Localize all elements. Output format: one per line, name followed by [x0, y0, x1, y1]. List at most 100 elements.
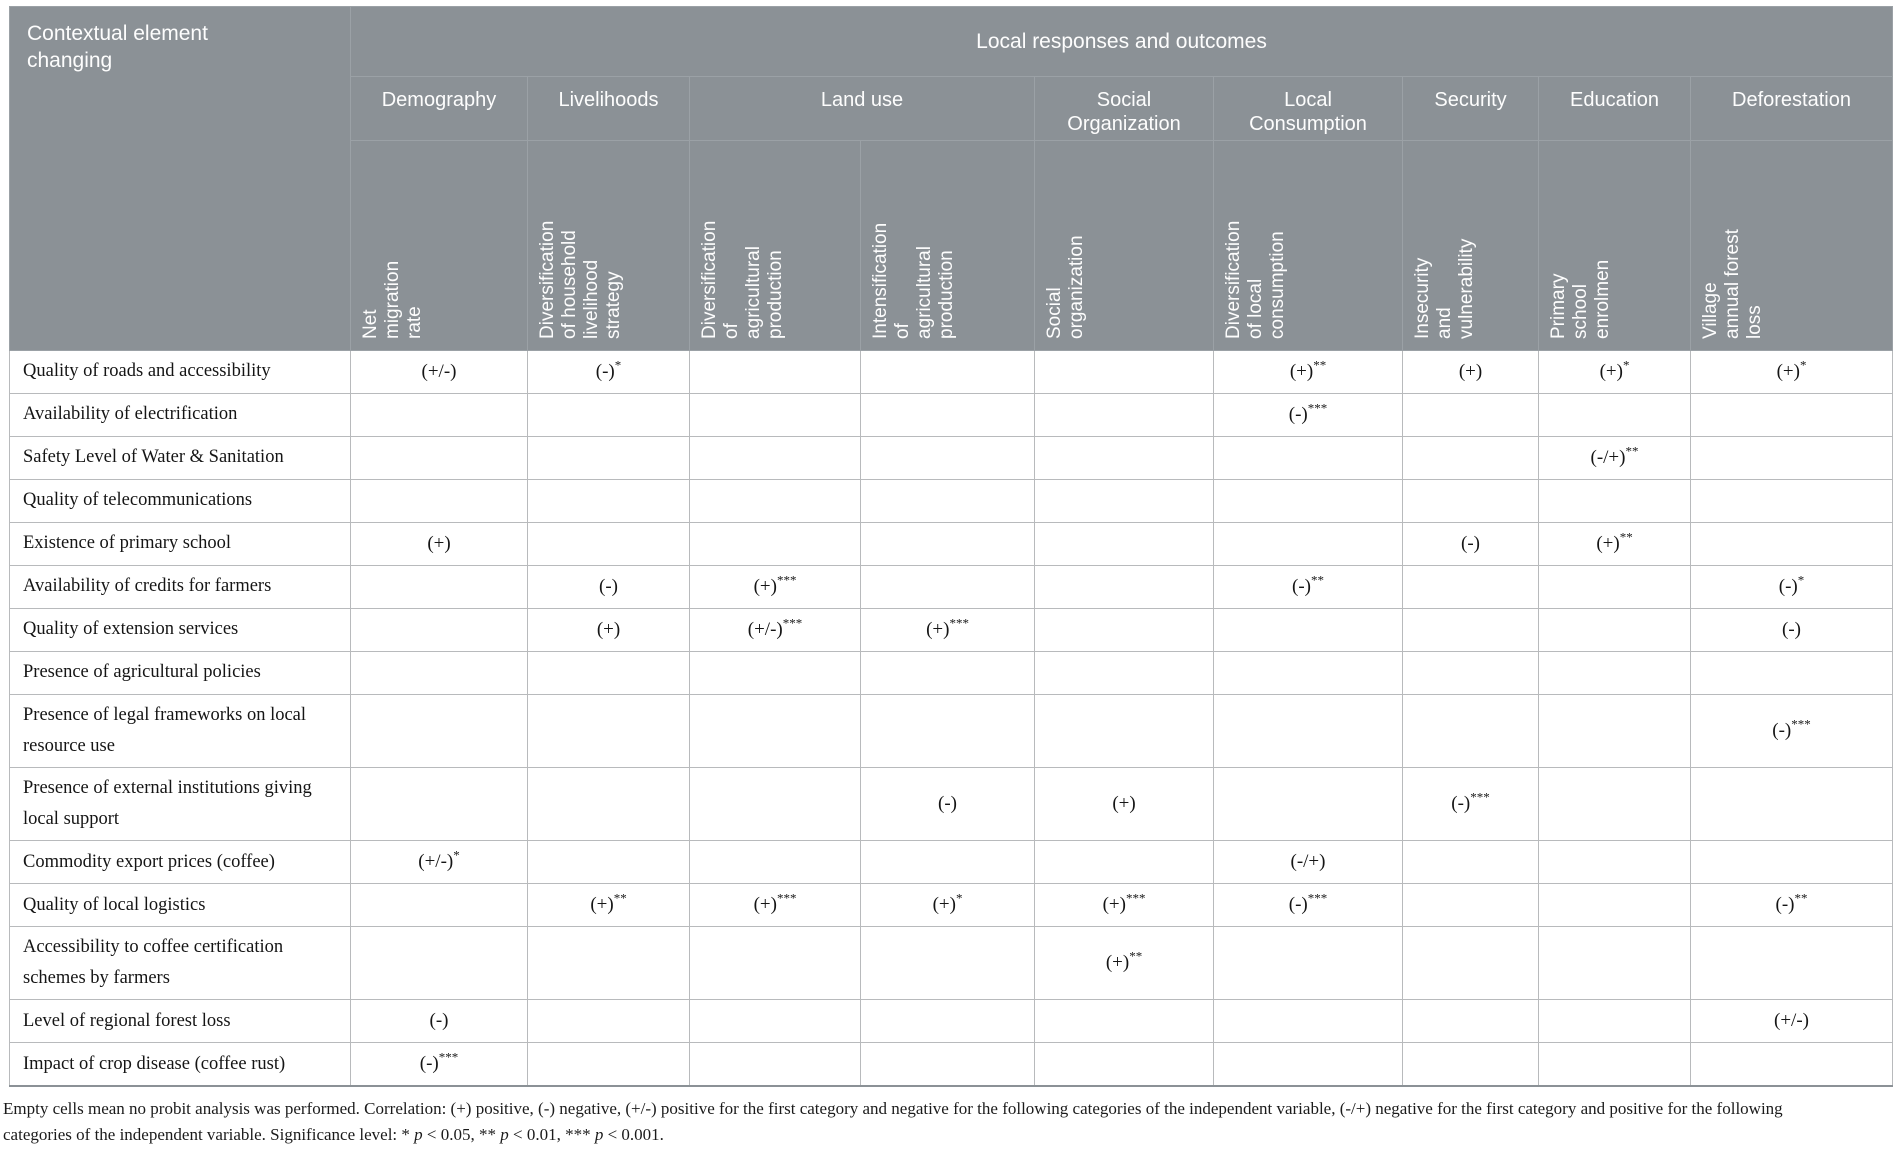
cell-value: (-)***: [1213, 393, 1403, 437]
column-header-label: Diversification of agricultural producti…: [699, 220, 787, 339]
column-header-label: Primary school enrolmen: [1548, 259, 1614, 339]
significance-asterisks: ***: [776, 572, 797, 588]
cell-value: [689, 479, 861, 523]
cell-value: [1034, 693, 1214, 769]
cell-value: [689, 1042, 861, 1087]
cell-value: [1538, 1042, 1691, 1087]
cell-value: [1690, 479, 1893, 523]
cell-value: [1538, 840, 1691, 885]
cell-value: [1402, 393, 1539, 437]
cell-value: [1034, 479, 1214, 523]
column-header: Net migration rate: [350, 140, 528, 351]
significance-asterisks: *: [1622, 357, 1630, 373]
column-header-label: Village annual forest loss: [1700, 229, 1766, 339]
cell-value: (-/+)**: [1538, 436, 1691, 480]
cell-value: (-)**: [1213, 565, 1403, 609]
column-header: Diversification of agricultural producti…: [689, 140, 861, 351]
table-row: Existence of primary school (+) (-) (+)**: [9, 522, 1893, 566]
significance-asterisks: **: [1619, 529, 1633, 545]
cell-value: [860, 999, 1035, 1044]
cell-value: [350, 393, 528, 437]
column-header: Insecurity and vulnerability: [1402, 140, 1539, 351]
cell-value: (-): [350, 999, 528, 1044]
cell-value: [1690, 840, 1893, 885]
cell-value: [1402, 926, 1539, 1001]
cell-value: [1538, 767, 1691, 842]
cell-value: [860, 926, 1035, 1001]
cell-value: [1034, 522, 1214, 566]
cell-value: [527, 693, 690, 769]
cell-value: [1034, 1042, 1214, 1087]
cell-value: [527, 522, 690, 566]
column-header-label: Diversification of local consumption: [1223, 220, 1289, 339]
cell-value: (-)**: [1690, 883, 1893, 928]
significance-asterisks: ***: [1307, 400, 1328, 416]
significance-asterisks: ***: [438, 1049, 459, 1065]
cell-value: [1690, 1042, 1893, 1087]
row-label: Quality of roads and accessibility: [9, 350, 351, 394]
cell-value: [1213, 479, 1403, 523]
column-header-label: Insecurity and vulnerability: [1412, 238, 1478, 339]
cell-value: [1213, 999, 1403, 1044]
cell-value: (+): [350, 522, 528, 566]
cell-value: [860, 651, 1035, 695]
cell-value: [1402, 436, 1539, 480]
table-row: Presence of agricultural policies: [9, 651, 1893, 695]
cell-value: [689, 651, 861, 695]
cell-value: (-)***: [350, 1042, 528, 1087]
row-label: Availability of electrification: [9, 393, 351, 437]
cell-value: (+/-)***: [689, 608, 861, 652]
cell-value: [1213, 926, 1403, 1001]
corner-header: Contextual element changing: [9, 6, 351, 351]
cell-value: (+)*: [1538, 350, 1691, 394]
table-row: Level of regional forest loss (-) (+/-): [9, 999, 1893, 1044]
group-header: Land use: [689, 76, 1035, 141]
column-header-label: Social organization: [1044, 235, 1088, 339]
cell-value: (+)***: [860, 608, 1035, 652]
cell-value: [350, 608, 528, 652]
results-table: Contextual element changing Local respon…: [9, 6, 1893, 1087]
cell-value: [527, 840, 690, 885]
cell-value: [527, 393, 690, 437]
cell-value: [689, 840, 861, 885]
group-header: Social Organization: [1034, 76, 1214, 141]
table-row: Quality of extension services (+) (+/-)***…: [9, 608, 1893, 652]
cell-value: (-)***: [1213, 883, 1403, 928]
cell-value: [1402, 840, 1539, 885]
cell-value: [1213, 651, 1403, 695]
significance-asterisks: *: [955, 890, 963, 906]
cell-value: (-): [1402, 522, 1539, 566]
cell-value: [689, 926, 861, 1001]
significance-asterisks: **: [613, 890, 627, 906]
cell-value: [1538, 651, 1691, 695]
header-row-columns: Net migration rate Diversification of hou…: [10, 140, 1893, 351]
cell-value: [350, 565, 528, 609]
column-header-label: Diversification of household livelihood …: [537, 220, 625, 339]
cell-value: (+/-): [350, 350, 528, 394]
row-label: Accessibility to coffee certification sc…: [9, 926, 351, 1001]
cell-value: [1690, 393, 1893, 437]
cell-value: [1034, 840, 1214, 885]
row-label: Safety Level of Water & Sanitation: [9, 436, 351, 480]
cell-value: (+)***: [689, 565, 861, 609]
cell-value: [689, 436, 861, 480]
cell-value: [860, 350, 1035, 394]
cell-value: [860, 436, 1035, 480]
table-row: Accessibility to coffee certification sc…: [9, 926, 1893, 1001]
cell-value: [527, 999, 690, 1044]
cell-value: [1034, 999, 1214, 1044]
cell-value: [527, 479, 690, 523]
row-label: Presence of legal frameworks on local re…: [9, 693, 351, 769]
row-label: Impact of crop disease (coffee rust): [9, 1042, 351, 1087]
footnote: Empty cells mean no probit analysis was …: [3, 1098, 1783, 1145]
significance-asterisks: ***: [776, 890, 797, 906]
cell-value: (+)*: [1690, 350, 1893, 394]
significance-asterisks: ***: [1125, 890, 1146, 906]
row-label: Commodity export prices (coffee): [9, 840, 351, 885]
cell-value: [527, 1042, 690, 1087]
significance-asterisks: ***: [1307, 890, 1328, 906]
row-label: Presence of external institutions giving…: [9, 767, 351, 842]
header-row-top: Contextual element changing Local respon…: [9, 6, 1893, 351]
cell-value: (-)*: [527, 350, 690, 394]
cell-value: (+)***: [689, 883, 861, 928]
